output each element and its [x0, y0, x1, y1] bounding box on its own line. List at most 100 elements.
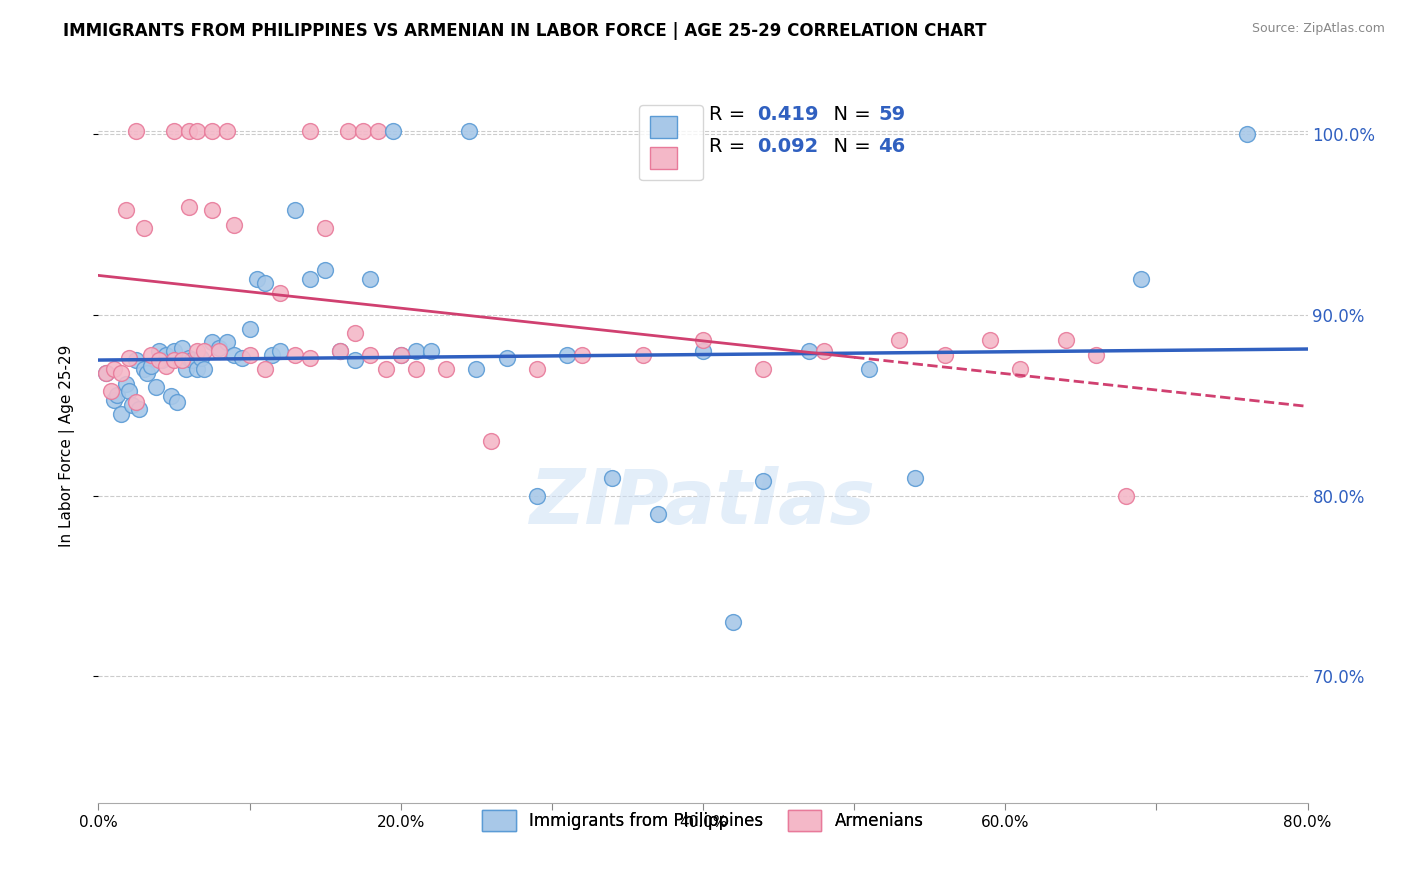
Point — [284, 348, 307, 362]
Point — [1054, 334, 1077, 348]
Point — [797, 344, 820, 359]
Point — [163, 344, 186, 359]
Text: IMMIGRANTS FROM PHILIPPINES VS ARMENIAN IN LABOR FORCE | AGE 25-29 CORRELATION C: IMMIGRANTS FROM PHILIPPINES VS ARMENIAN … — [63, 22, 987, 40]
Point — [239, 348, 262, 362]
Point — [269, 344, 291, 359]
Point — [163, 353, 186, 368]
Point — [135, 366, 157, 380]
Point — [193, 344, 215, 359]
Point — [979, 334, 1001, 348]
Point — [752, 474, 775, 488]
Point — [132, 362, 155, 376]
Point — [148, 353, 170, 368]
Point — [201, 335, 224, 350]
Point — [179, 351, 201, 366]
Point — [94, 366, 117, 380]
Point — [434, 362, 457, 376]
Point — [163, 124, 186, 138]
Point — [934, 348, 956, 362]
Point — [284, 203, 307, 218]
Text: R =: R = — [709, 136, 752, 156]
Point — [145, 380, 167, 394]
Point — [224, 218, 246, 232]
Point — [692, 334, 714, 348]
Text: 59: 59 — [879, 104, 905, 124]
Y-axis label: In Labor Force | Age 25-29: In Labor Force | Age 25-29 — [59, 345, 75, 547]
Point — [114, 376, 136, 391]
Point — [374, 362, 396, 376]
Point — [481, 434, 503, 449]
Point — [344, 326, 367, 340]
Point — [118, 351, 141, 366]
Text: N =: N = — [821, 104, 877, 124]
Point — [128, 401, 150, 416]
Text: N =: N = — [821, 136, 877, 156]
Point — [631, 348, 654, 362]
Point — [121, 398, 143, 412]
Point — [208, 344, 231, 359]
Legend: Immigrants from Philippines, Armenians: Immigrants from Philippines, Armenians — [475, 804, 931, 838]
Point — [752, 362, 775, 376]
Point — [360, 272, 382, 286]
Point — [114, 203, 136, 218]
Point — [1010, 362, 1032, 376]
Text: ZIPatlas: ZIPatlas — [530, 467, 876, 540]
Text: R =: R = — [709, 104, 752, 124]
Point — [367, 124, 389, 138]
Point — [360, 348, 382, 362]
Point — [215, 124, 238, 138]
Point — [160, 389, 183, 403]
Point — [269, 286, 291, 301]
Point — [190, 351, 212, 366]
Point — [602, 470, 624, 484]
Point — [201, 124, 224, 138]
Point — [186, 124, 208, 138]
Point — [155, 359, 177, 373]
Point — [179, 200, 201, 214]
Point — [314, 263, 336, 277]
Point — [179, 124, 201, 138]
Point — [125, 353, 148, 368]
Point — [344, 353, 367, 368]
Text: 0.092: 0.092 — [758, 136, 818, 156]
Point — [571, 348, 593, 362]
Point — [692, 344, 714, 359]
Point — [132, 221, 155, 235]
Point — [495, 351, 517, 366]
Point — [526, 362, 548, 376]
Point — [1085, 348, 1108, 362]
Point — [103, 362, 125, 376]
Point — [170, 353, 193, 368]
Point — [215, 335, 238, 350]
Point — [186, 362, 208, 376]
Point — [141, 359, 163, 373]
Point — [166, 394, 188, 409]
Point — [110, 408, 132, 422]
Text: 0.419: 0.419 — [758, 104, 818, 124]
Point — [193, 362, 215, 376]
Point — [465, 362, 488, 376]
Point — [813, 344, 835, 359]
Point — [141, 348, 163, 362]
Point — [299, 124, 322, 138]
Point — [420, 344, 443, 359]
Point — [858, 362, 880, 376]
Point — [329, 344, 352, 359]
Point — [186, 344, 208, 359]
Point — [299, 272, 322, 286]
Point — [201, 203, 224, 218]
Point — [100, 384, 122, 398]
Point — [555, 348, 578, 362]
Point — [723, 615, 745, 629]
Point — [389, 348, 412, 362]
Text: 46: 46 — [879, 136, 905, 156]
Point — [336, 124, 359, 138]
Point — [170, 341, 193, 355]
Point — [389, 348, 412, 362]
Point — [1130, 272, 1153, 286]
Point — [105, 387, 128, 401]
Point — [103, 392, 125, 407]
Point — [224, 348, 246, 362]
Point — [174, 362, 197, 376]
Point — [253, 276, 276, 290]
